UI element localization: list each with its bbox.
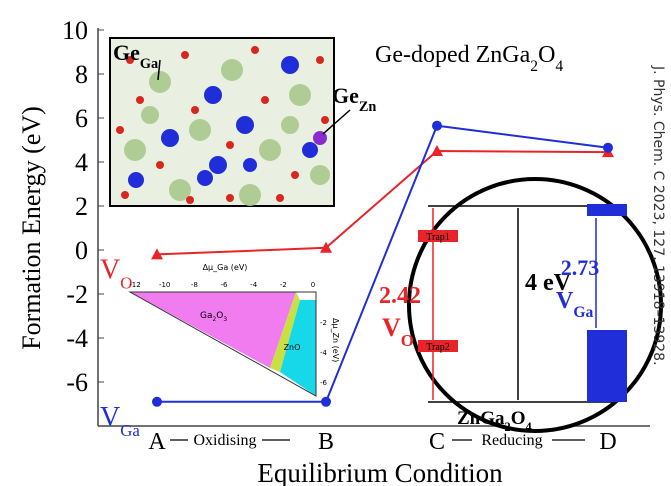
x-tick-label: B	[318, 429, 334, 455]
text-part: V	[100, 254, 120, 285]
y-tick-label: -6	[66, 368, 88, 397]
phase-tick-label: -4	[320, 349, 328, 357]
ge-zn-label: GeZn	[332, 83, 376, 115]
series-label: VGa	[100, 402, 140, 440]
y-tick-label: 4	[75, 148, 88, 177]
phase-tick-label: -10	[159, 281, 170, 289]
vga-level-bottom	[587, 330, 627, 402]
text-part: O	[538, 42, 555, 68]
chart: -6-4-20246810Formation Energy (eV)Equili…	[0, 0, 671, 486]
phase-tick-label: -2	[280, 281, 287, 289]
y-tick-label: 10	[62, 16, 88, 45]
vga-level: 2.73	[561, 255, 600, 280]
text-part: Ga	[200, 311, 213, 321]
x-tick-label: D	[599, 429, 616, 455]
text-part: V	[382, 313, 401, 342]
text-part: V	[556, 288, 574, 314]
vga-level-top	[587, 204, 627, 216]
x-tick-label: C	[429, 429, 445, 455]
zno-label: ZnO	[284, 343, 301, 352]
series-label: VO	[100, 254, 132, 292]
text-part: O	[216, 311, 223, 321]
phase-axis-label: Δμ_Zn (eV)	[331, 318, 340, 362]
trap-label: Trap2	[426, 342, 450, 353]
subscript: Zn	[359, 99, 377, 115]
subscript: 3	[223, 317, 227, 323]
subscript: Ga	[573, 304, 593, 321]
y-tick-label: -4	[66, 324, 88, 353]
x-axis-label: Equilibrium Condition	[257, 458, 503, 486]
x-tick-label: A	[148, 429, 166, 455]
text-part: ZnGa	[457, 408, 505, 429]
phase-tick-label: -6	[221, 281, 229, 289]
phase-axis-label: Δμ_Ga (eV)	[203, 263, 248, 272]
subscript: Ga	[140, 56, 158, 72]
text-part: V	[100, 402, 120, 433]
y-tick-label: 8	[75, 60, 88, 89]
chart-title: Ge-doped ZnGa2O4	[375, 42, 563, 75]
text-part: O	[511, 408, 526, 429]
phase-tick-label: 0	[311, 281, 315, 289]
subscript: 4	[555, 58, 563, 75]
phase-tick-label: -6	[320, 379, 328, 387]
y-tick-label: 6	[75, 104, 88, 133]
page: {"chart_data": { "type": "line", "title"…	[0, 0, 671, 486]
subscript: O	[401, 331, 414, 350]
phase-tick-label: -8	[191, 281, 198, 289]
text-part: Ge	[113, 40, 140, 65]
y-tick-label: 0	[75, 236, 88, 265]
y-axis-label: Formation Energy (eV)	[17, 106, 46, 350]
condition-label: Reducing	[481, 432, 542, 449]
vo-level: 2.42	[379, 283, 421, 309]
y-tick-label: -2	[66, 280, 88, 309]
text-part: Ge-doped ZnGa	[375, 42, 531, 68]
text-part: Ge	[332, 83, 359, 108]
ga2o3-region	[130, 292, 296, 368]
subscript: Ga	[120, 420, 140, 439]
point	[152, 397, 162, 407]
y-tick-label: 2	[75, 192, 88, 221]
phase-tick-label: -4	[250, 281, 258, 289]
subscript: 4	[525, 420, 531, 434]
point	[321, 397, 331, 407]
phase-tick-label: -12	[129, 281, 140, 289]
condition-label: Oxidising	[193, 432, 256, 449]
subscript: 2	[530, 58, 538, 75]
trap-label: Trap1	[426, 232, 450, 243]
citation: J. Phys. Chem. C 2023, 127, 13918–13928.	[650, 65, 666, 366]
point	[432, 121, 442, 131]
band-inset	[409, 179, 661, 431]
point	[603, 143, 613, 153]
phase-tick-label: -2	[320, 319, 327, 327]
